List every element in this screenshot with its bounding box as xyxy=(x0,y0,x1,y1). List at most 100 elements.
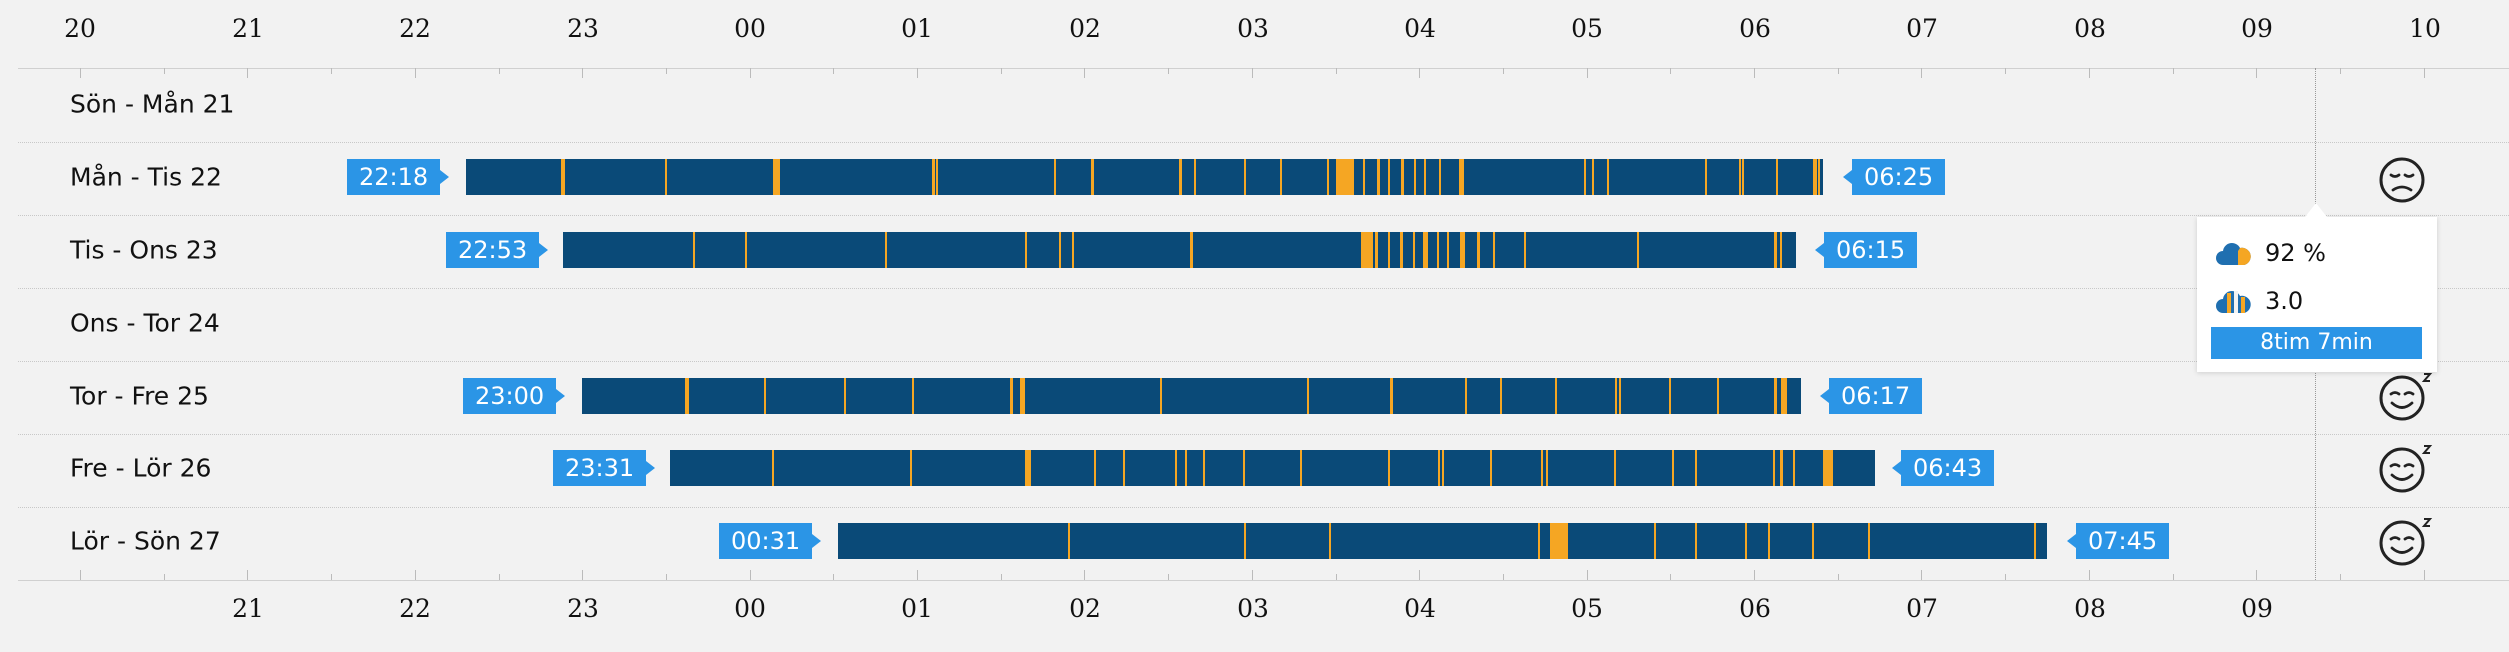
top-axis-label: 07 xyxy=(1906,14,1938,43)
awake-mark xyxy=(1244,523,1246,559)
axis-tick xyxy=(1000,68,1002,74)
awake-mark xyxy=(1546,450,1548,486)
awake-mark xyxy=(1592,159,1594,195)
awake-mark xyxy=(1654,523,1656,559)
awake-mark xyxy=(1413,232,1415,268)
awake-mark xyxy=(1438,450,1440,486)
awake-mark xyxy=(1477,232,1480,268)
cloud-bars-icon xyxy=(2216,291,2251,313)
axis-tick xyxy=(1419,570,1421,580)
sleep-end-tag[interactable]: 06:17 xyxy=(1819,378,1923,414)
awake-mark xyxy=(1776,159,1778,195)
sleep-bar[interactable] xyxy=(582,378,1801,414)
row-label: Sön - Mån 21 xyxy=(70,89,235,119)
awake-mark xyxy=(1361,232,1373,268)
axis-tick xyxy=(2256,68,2258,78)
awake-mark xyxy=(1280,159,1282,195)
axis-tick xyxy=(1168,574,1170,580)
sleepy-smile-icon[interactable] xyxy=(2378,441,2438,495)
sleep-start-tag[interactable]: 22:53 xyxy=(446,232,549,268)
sleep-end-tag[interactable]: 06:15 xyxy=(1814,232,1918,268)
awake-mark xyxy=(1460,232,1465,268)
sleep-end-tag[interactable]: 06:43 xyxy=(1891,450,1995,486)
bottom-axis-label: 23 xyxy=(567,594,599,623)
sad-face-icon[interactable] xyxy=(2378,154,2430,206)
awake-mark xyxy=(1388,232,1390,268)
axis-tick xyxy=(2172,68,2174,74)
top-axis-label: 00 xyxy=(734,14,766,43)
awake-mark xyxy=(1459,159,1464,195)
awake-mark xyxy=(772,450,774,486)
awake-mark xyxy=(1054,159,1056,195)
top-axis-label: 20 xyxy=(64,14,96,43)
awake-mark xyxy=(1672,450,1674,486)
top-axis-label: 03 xyxy=(1237,14,1269,43)
sleep-duration-badge: 8tim 7min xyxy=(2211,327,2422,359)
axis-tick xyxy=(1670,574,1672,580)
sleep-bar[interactable] xyxy=(670,450,1875,486)
axis-tick xyxy=(1335,68,1337,74)
awake-mark xyxy=(1363,159,1365,195)
axis-tick xyxy=(1419,68,1421,78)
awake-mark xyxy=(1614,450,1616,486)
top-axis-label: 02 xyxy=(1069,14,1101,43)
cloud-half-icon xyxy=(2216,243,2251,265)
sleep-start-tag[interactable]: 00:31 xyxy=(719,523,822,559)
sleep-summary-tooltip: 92 % 3.0 8tim 7min xyxy=(2197,203,2437,372)
awake-mark xyxy=(1390,378,1393,414)
awake-mark xyxy=(1541,450,1543,486)
sleep-start-tag[interactable]: 23:00 xyxy=(463,378,566,414)
awake-mark xyxy=(1555,378,1557,414)
awake-mark xyxy=(2034,523,2036,559)
axis-tick xyxy=(163,68,165,74)
axis-tick xyxy=(247,68,249,78)
awake-mark xyxy=(1160,378,1162,414)
axis-tick xyxy=(1837,574,1839,580)
sleep-bar[interactable] xyxy=(838,523,2047,559)
awake-mark xyxy=(910,450,912,486)
awake-mark xyxy=(1781,378,1787,414)
axis-tick xyxy=(1586,68,1588,78)
sleepy-smile-icon[interactable] xyxy=(2378,369,2438,423)
sleepy-smile-icon[interactable] xyxy=(2378,514,2438,568)
awake-mark xyxy=(1010,378,1013,414)
awake-mark xyxy=(1705,159,1707,195)
top-axis-label: 01 xyxy=(901,14,933,43)
sleep-bar[interactable] xyxy=(466,159,1823,195)
axis-tick xyxy=(2005,68,2007,74)
axis-tick xyxy=(331,68,333,74)
sleep-quality-row: 92 % xyxy=(2215,239,2326,267)
top-axis-label: 08 xyxy=(2074,14,2106,43)
axis-tick xyxy=(2172,574,2174,580)
sleep-end-tag[interactable]: 07:45 xyxy=(2066,523,2170,559)
awake-mark xyxy=(1179,159,1182,195)
sleep-start-tag[interactable]: 23:31 xyxy=(553,450,656,486)
axis-tick xyxy=(917,570,918,580)
sleep-bar[interactable] xyxy=(563,232,1796,268)
awake-mark xyxy=(1695,523,1697,559)
awake-mark xyxy=(1388,159,1390,195)
axis-tick xyxy=(2423,68,2425,78)
awake-mark xyxy=(1739,159,1741,195)
awake-mark xyxy=(773,159,780,195)
awake-mark xyxy=(1244,159,1246,195)
bottom-axis-line xyxy=(18,580,2509,581)
axis-tick xyxy=(1754,570,1755,580)
awake-mark xyxy=(1300,450,1302,486)
axis-tick xyxy=(665,68,667,74)
row-label: Mån - Tis 22 xyxy=(70,162,222,192)
axis-tick xyxy=(1084,68,1086,78)
row-label: Tor - Fre 25 xyxy=(70,381,209,411)
awake-mark xyxy=(693,232,695,268)
awake-mark xyxy=(1442,450,1444,486)
awake-mark xyxy=(1439,159,1441,195)
awake-mark xyxy=(1388,450,1390,486)
awake-mark xyxy=(1072,232,1074,268)
sleep-start-tag[interactable]: 22:18 xyxy=(347,159,450,195)
row-divider xyxy=(18,288,2509,289)
awake-mark xyxy=(1823,450,1833,486)
axis-tick xyxy=(2339,574,2341,580)
bottom-axis-label: 07 xyxy=(1906,594,1938,623)
sleep-end-tag[interactable]: 06:25 xyxy=(1842,159,1946,195)
awake-mark xyxy=(1793,450,1795,486)
